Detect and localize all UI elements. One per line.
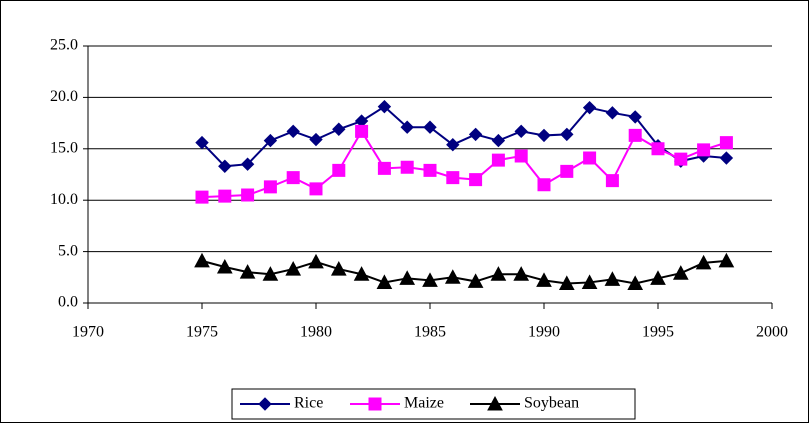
marker	[400, 120, 414, 134]
legend-box	[231, 388, 636, 420]
marker	[446, 137, 460, 152]
marker	[605, 174, 619, 188]
x-tick-label: 1975	[186, 324, 218, 341]
marker	[309, 132, 323, 147]
marker	[514, 124, 528, 139]
x-tick-label: 1985	[414, 324, 446, 341]
marker	[194, 252, 210, 268]
marker	[218, 189, 232, 203]
marker	[695, 254, 712, 270]
marker	[258, 397, 272, 411]
marker	[719, 151, 734, 165]
marker	[444, 269, 461, 284]
marker	[487, 395, 503, 411]
y-tick-label: 5.0	[58, 242, 78, 259]
x-tick-label: 1990	[528, 324, 560, 341]
marker	[697, 143, 711, 157]
marker	[651, 142, 665, 156]
marker	[446, 171, 460, 185]
marker	[628, 128, 642, 142]
marker	[718, 252, 735, 268]
marker	[423, 120, 437, 134]
marker	[195, 135, 209, 150]
marker	[368, 397, 382, 411]
marker	[308, 253, 324, 269]
marker	[560, 127, 574, 142]
marker	[376, 274, 393, 289]
marker	[491, 153, 505, 167]
marker	[353, 266, 370, 281]
marker	[423, 163, 437, 177]
marker	[332, 163, 346, 177]
x-tick-label: 2000	[756, 324, 788, 341]
marker	[605, 106, 620, 120]
marker	[239, 264, 256, 279]
marker	[286, 171, 300, 185]
marker	[241, 188, 255, 202]
marker	[672, 265, 689, 280]
marker	[674, 152, 688, 166]
marker	[719, 136, 733, 150]
marker	[285, 261, 302, 276]
marker	[558, 275, 575, 290]
legend-label: Soybean	[524, 395, 579, 412]
marker	[263, 180, 277, 194]
marker	[195, 190, 209, 204]
marker	[377, 161, 391, 175]
x-tick-label: 1980	[300, 324, 332, 341]
marker	[330, 261, 347, 276]
marker	[332, 122, 346, 136]
marker	[583, 151, 597, 165]
legend-label: Maize	[404, 395, 444, 412]
marker	[582, 100, 597, 115]
marker	[513, 266, 530, 281]
marker	[399, 270, 416, 285]
marker	[628, 110, 642, 124]
marker	[650, 270, 666, 285]
marker	[560, 164, 574, 178]
marker	[422, 272, 438, 287]
marker	[355, 124, 369, 138]
marker	[491, 133, 506, 148]
marker	[467, 273, 484, 288]
marker	[627, 275, 644, 290]
legend-label: Rice	[294, 395, 323, 412]
marker	[240, 157, 255, 171]
marker	[216, 258, 233, 274]
x-tick-label: 1995	[642, 324, 674, 341]
marker	[581, 274, 598, 289]
y-tick-label: 15.0	[50, 139, 78, 156]
marker	[218, 159, 232, 173]
y-tick-label: 20.0	[50, 88, 78, 105]
marker	[309, 182, 323, 196]
marker	[604, 271, 621, 286]
marker	[490, 266, 507, 281]
marker	[377, 99, 392, 114]
marker	[536, 272, 552, 287]
marker	[262, 266, 279, 281]
marker	[263, 133, 278, 148]
marker	[537, 128, 551, 143]
marker	[514, 149, 528, 163]
marker	[286, 124, 300, 139]
y-tick-label: 10.0	[50, 191, 78, 208]
marker	[468, 127, 483, 142]
y-tick-label: 0.0	[58, 294, 78, 311]
x-tick-label: 1970	[72, 324, 104, 341]
y-tick-label: 25.0	[50, 37, 78, 54]
marker	[537, 178, 551, 192]
marker	[469, 173, 483, 187]
marker	[400, 160, 414, 174]
